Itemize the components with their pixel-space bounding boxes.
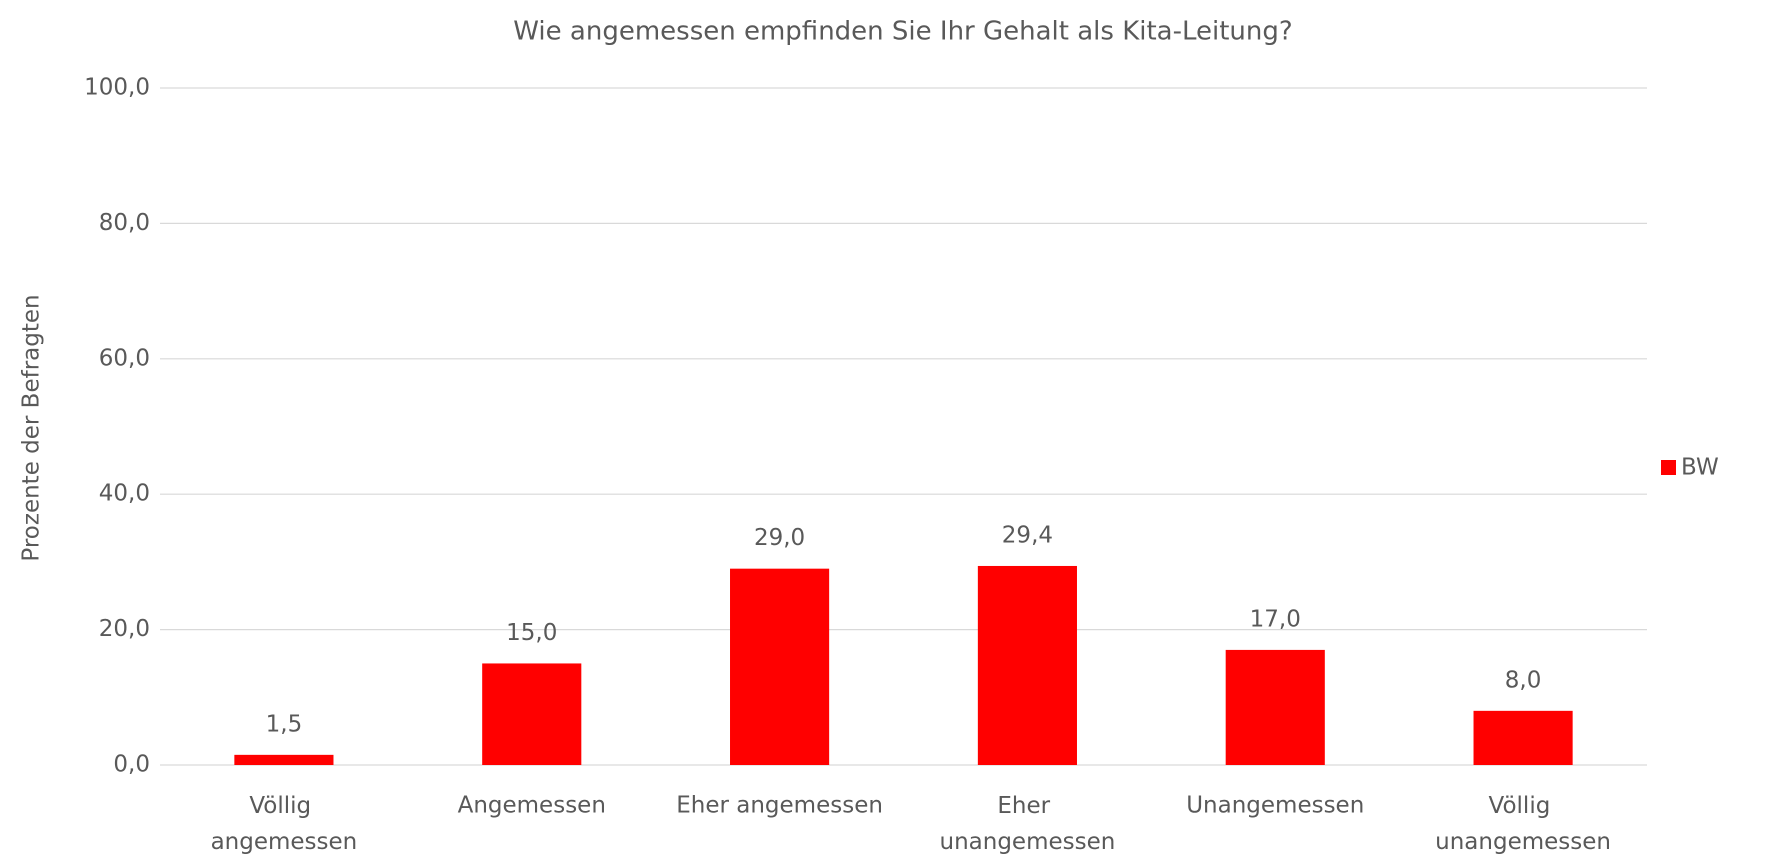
x-tick-label: Unangemessen: [1186, 793, 1364, 819]
bar: [234, 754, 334, 765]
bar: [482, 663, 582, 765]
bar: [1225, 649, 1325, 765]
x-tick-label: Eher unangemessen: [940, 793, 1116, 855]
data-label: 1,5: [266, 711, 303, 737]
x-tick-label: Angemessen: [458, 793, 606, 819]
y-tick-label: 40,0: [99, 481, 150, 507]
x-tick-label: Völlig angemessen: [211, 793, 358, 855]
y-axis-label: Prozente der Befragten: [19, 294, 45, 561]
y-tick-label: 20,0: [99, 616, 150, 642]
chart-title: Wie angemessen empfinden Sie Ihr Gehalt …: [513, 17, 1292, 47]
x-tick-label: Völlig unangemessen: [1435, 793, 1611, 855]
bar: [977, 565, 1077, 765]
legend-swatch: [1661, 460, 1676, 475]
bar: [730, 568, 830, 765]
data-label: 29,0: [754, 525, 805, 551]
y-tick-label: 60,0: [99, 345, 150, 371]
data-label: 17,0: [1250, 606, 1301, 632]
data-label: 8,0: [1505, 667, 1542, 693]
bar: [1473, 710, 1573, 765]
data-label: 15,0: [506, 620, 557, 646]
legend-label: BW: [1681, 455, 1719, 481]
y-tick-label: 100,0: [84, 75, 150, 101]
y-tick-label: 0,0: [113, 752, 150, 778]
x-tick-label: Eher angemessen: [676, 793, 883, 819]
data-label: 29,4: [1002, 522, 1053, 548]
y-tick-label: 80,0: [99, 210, 150, 236]
